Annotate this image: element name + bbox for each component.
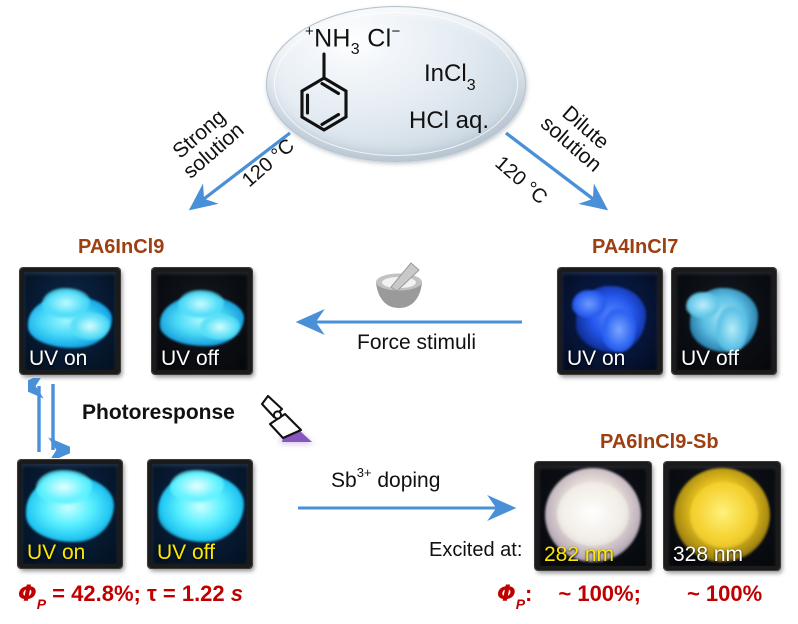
force-stimuli-label: Force stimuli	[357, 331, 477, 354]
pa6incl9-photoresponse-uv-on: UV on	[18, 460, 122, 568]
sb-charge: 3+	[356, 465, 372, 480]
mortar-and-pestle-icon	[376, 262, 422, 308]
uv-lamp-icon	[260, 394, 314, 444]
lifetime-unit: s	[230, 581, 244, 606]
pa6incl9sb-photo-282nm: 282 nm	[535, 462, 651, 570]
photo-caption: 282 nm	[544, 543, 615, 566]
pa6incl9-photo-uv-on: UV on	[20, 268, 120, 374]
pa4incl7-photo-uv-on: UV on	[558, 268, 662, 374]
doping-word: doping	[371, 469, 441, 492]
photo-caption: UV off	[681, 347, 739, 370]
reagent-ellipse	[266, 6, 526, 162]
pa6incl9-photo-uv-off: UV off	[152, 268, 252, 374]
benzene-ring-structure	[300, 52, 348, 132]
hydrochloric-acid-label: HCl aq.	[409, 107, 490, 134]
incl3-label: InCl	[424, 60, 467, 87]
dilute-solution-label: Dilute solution	[536, 96, 620, 177]
pa6incl9-title: PA6InCl9	[78, 236, 165, 258]
pa6incl9-quantum-yield-caption: ΦP = 42.8%; τ = 1.22 s	[18, 581, 244, 613]
phi-subscript: P	[36, 596, 47, 613]
strong-solution-temperature: 120 °C	[238, 135, 299, 193]
phi-symbol: Φ	[497, 582, 516, 607]
phi-subscript: P	[515, 596, 526, 613]
pa4incl7-title: PA4InCl7	[592, 236, 679, 258]
quantum-yield-value-1: ~ 100%;	[558, 581, 641, 606]
strong-solution-label: Strong solution	[165, 103, 249, 184]
pa4incl7-photo-uv-off: UV off	[672, 268, 776, 374]
excited-at-label: Excited at:	[429, 539, 523, 561]
indium-trichloride-formula: InCl3	[424, 60, 476, 94]
pa6incl9-photoresponse-uv-off: UV off	[148, 460, 252, 568]
quantum-yield-value-2: ~ 100%	[686, 581, 763, 606]
photoresponse-label: Photoresponse	[82, 401, 235, 424]
quantum-yield-value: = 42.8%; τ = 1.22	[46, 581, 231, 606]
dilute-solution-temperature: 120 °C	[490, 152, 552, 210]
ammonium-subscript: 3	[350, 41, 360, 59]
anilinium-chloride-formula: +NH3 Cl−	[305, 23, 401, 59]
photoresponse-bidirectional-arrows	[28, 378, 70, 458]
pa6incl9sb-title: PA6InCl9-Sb	[600, 431, 719, 453]
incl3-subscript: 3	[466, 76, 476, 94]
dilute-temp-value: 120 °C	[490, 152, 552, 209]
sb-symbol: Sb	[331, 469, 357, 492]
photo-caption: UV on	[27, 541, 86, 564]
pa6incl9sb-quantum-yield-caption: ΦP: ~ 100%; ~ 100%	[497, 581, 763, 613]
photo-caption: UV off	[157, 541, 215, 564]
ammonium-label: NH	[314, 24, 351, 53]
photo-caption: UV off	[161, 347, 219, 370]
photo-caption: UV on	[29, 347, 88, 370]
phi-colon: :	[525, 581, 533, 606]
phi-symbol: Φ	[18, 582, 37, 607]
strong-temp-value: 120 °C	[238, 134, 299, 192]
photo-caption: UV on	[567, 347, 626, 370]
photo-caption: 328 nm	[673, 543, 744, 566]
chloride-charge-sign: −	[391, 23, 401, 40]
chloride-label: Cl	[367, 24, 392, 53]
sb-doping-label: Sb3+ doping	[331, 465, 441, 493]
ammonium-charge-sign: +	[305, 23, 315, 40]
pa6incl9sb-photo-328nm: 328 nm	[664, 462, 780, 570]
